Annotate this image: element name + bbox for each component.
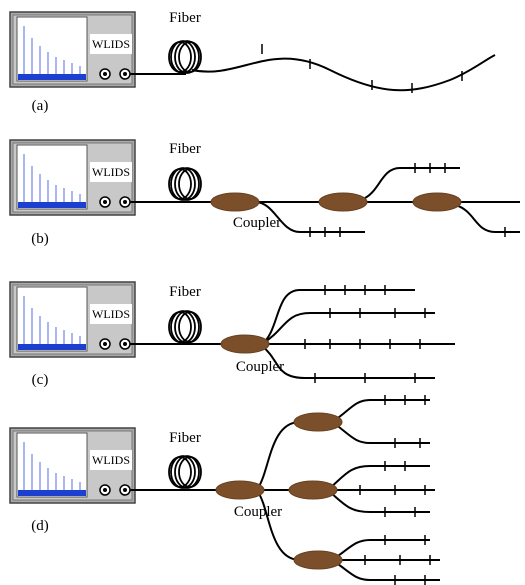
panel-a: WLIDS Fiber (a) bbox=[9, 10, 496, 114]
fiber-label: Fiber bbox=[169, 141, 201, 157]
coupler bbox=[215, 480, 265, 500]
panel-b: WLIDS Fiber Coupler (b) bbox=[9, 139, 520, 247]
fiber-coil bbox=[168, 167, 202, 201]
sensors bbox=[304, 285, 426, 383]
branch bbox=[261, 312, 435, 345]
fiber-label: Fiber bbox=[169, 430, 201, 446]
panel-label: (c) bbox=[32, 372, 49, 388]
branch bbox=[334, 539, 440, 581]
sensors bbox=[309, 163, 506, 237]
branch bbox=[257, 421, 301, 489]
panel-label: (d) bbox=[31, 518, 49, 534]
branch bbox=[261, 289, 415, 345]
panel-label: (b) bbox=[31, 231, 49, 247]
branch bbox=[261, 345, 435, 379]
coupler bbox=[220, 334, 270, 354]
panel-d: WLIDS Fiber Coupler (d) bbox=[9, 395, 440, 585]
branch bbox=[254, 201, 365, 233]
sensors bbox=[261, 44, 463, 93]
fiber-label: Fiber bbox=[169, 10, 201, 26]
coupler-label: Coupler bbox=[236, 359, 284, 375]
panel-c: WLIDS Fiber Coupler (c) bbox=[9, 281, 455, 388]
fiber-coil bbox=[168, 40, 202, 74]
branch bbox=[334, 399, 430, 444]
fiber bbox=[191, 54, 496, 92]
fiber-label: Fiber bbox=[169, 284, 201, 300]
coupler bbox=[210, 192, 260, 212]
sensors bbox=[359, 395, 431, 585]
coupler-label: Coupler bbox=[233, 215, 281, 231]
branch bbox=[364, 167, 460, 199]
coupler bbox=[288, 480, 338, 500]
device-label: WLIDS bbox=[92, 453, 130, 467]
coupler bbox=[293, 412, 343, 432]
device-label: WLIDS bbox=[92, 165, 130, 179]
device-label: WLIDS bbox=[92, 37, 130, 51]
coupler bbox=[293, 550, 343, 570]
fiber-coil bbox=[168, 455, 202, 489]
branch bbox=[454, 204, 520, 233]
branch bbox=[329, 465, 435, 513]
panel-label: (a) bbox=[32, 98, 49, 114]
coupler-label: Coupler bbox=[234, 504, 282, 520]
branch bbox=[257, 491, 301, 561]
device-label: WLIDS bbox=[92, 307, 130, 321]
coupler bbox=[318, 192, 368, 212]
coupler bbox=[412, 192, 462, 212]
fiber-coil bbox=[168, 310, 202, 344]
